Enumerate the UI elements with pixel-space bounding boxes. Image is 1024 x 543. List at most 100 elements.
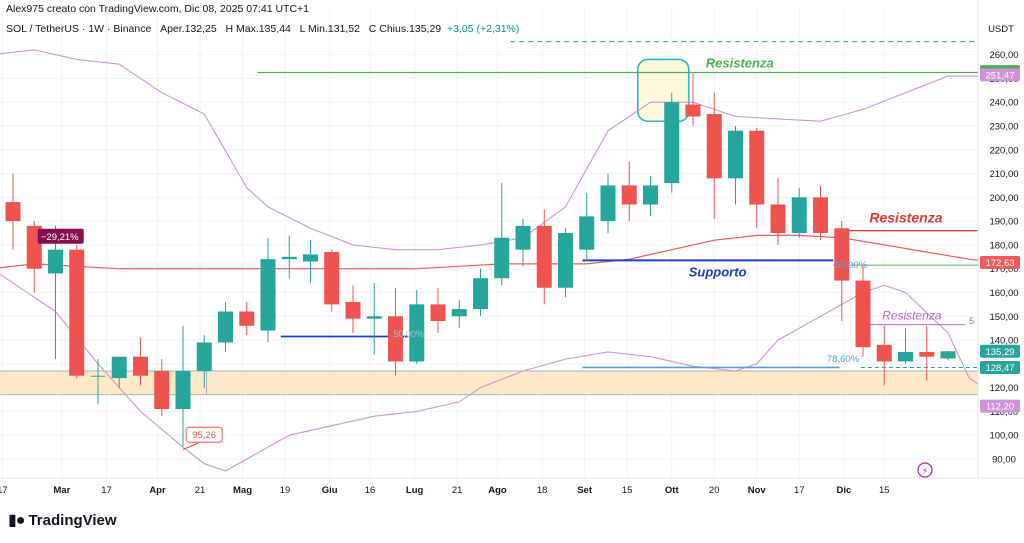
fib-50-label: 50,00% [835,260,868,271]
high-value: Max.135,44 [236,23,291,35]
candle-body[interactable] [133,356,148,376]
candle-body[interactable] [834,228,850,281]
candle-body[interactable] [345,302,361,319]
low-label: L [299,23,306,35]
candle-body[interactable] [600,185,616,222]
tradingview-logo[interactable]: ▮● TradingView [8,510,117,530]
low-badge[interactable] [185,426,223,443]
price-axis-badge[interactable] [980,255,1020,269]
candle-body[interactable] [706,114,722,179]
time-tick-label: 15 [879,485,890,496]
candle-body[interactable] [558,233,573,288]
price-tick-label: 90,00 [992,454,1016,465]
candle-body[interactable] [260,259,276,331]
candle-body[interactable] [48,249,63,274]
candle-body[interactable] [239,311,255,326]
candle-body[interactable] [728,130,743,179]
fib-786-label: 78,60% [827,354,860,365]
time-tick-label: Ott [665,485,680,496]
price-axis-badge[interactable] [980,68,1020,82]
candle-body[interactable] [69,249,85,376]
flash-icon-glyph: ⚡ [922,466,928,476]
price-axis-badge-label: 172,63 [985,258,1014,269]
candle-body[interactable] [855,280,871,348]
demand-zone[interactable] [0,370,1006,396]
high-label: H [225,23,234,35]
candle-body[interactable] [940,351,956,359]
time-tick-label: Mar [53,485,70,496]
price-tick-label: 100,00 [989,431,1018,442]
resistance-mid-label: Resistenza [869,210,942,226]
candle-body[interactable] [409,304,425,362]
tradingview-logo-icon: ▮● [8,512,25,529]
time-tick-label: 17 [794,485,805,496]
price-tick-label: 180,00 [989,240,1018,251]
price-tick-label: 170,00 [989,264,1018,275]
resistance-small-label: Resistenza [882,309,942,323]
candle-body[interactable] [770,204,786,234]
candle-body[interactable] [366,316,382,319]
price-tick-label: 210,00 [989,169,1018,180]
candle-body[interactable] [898,351,913,362]
candle-body[interactable] [473,278,488,310]
candle-body[interactable] [791,197,807,234]
flash-icon[interactable] [917,462,933,478]
symbol-label[interactable]: SOL / TetherUS · 1W · Binance [6,23,152,35]
time-tick-label: 18 [537,485,548,496]
candle-body[interactable] [494,237,510,279]
price-axis-badge-label: 135,29 [985,347,1014,358]
price-tick-label: 230,00 [989,122,1018,133]
price-tick-label: 120,00 [989,383,1018,394]
candle-body[interactable] [154,370,170,410]
candle-body[interactable] [281,256,297,260]
candle-body[interactable] [388,316,403,362]
drawdown-badge-label: −29,21% [41,232,79,243]
candle-body[interactable] [536,225,552,288]
small-5-label: 5 [969,316,974,326]
open-value: Aper.132,25 [160,23,217,35]
candle-body[interactable] [749,130,765,205]
price-axis-badge[interactable] [980,360,1020,374]
bollinger-lower-line [0,273,1013,472]
time-tick-label: 17 [0,485,8,496]
candle-body[interactable] [111,356,127,379]
candle-body[interactable] [515,225,531,250]
candle-body[interactable] [90,375,106,377]
candle-body[interactable] [919,351,935,357]
price-tick-label: 240,00 [989,98,1018,109]
candle-body[interactable] [303,254,318,262]
close-value: Chius.135,29 [379,23,442,35]
price-tick-label: 160,00 [989,288,1018,299]
time-tick-label: 21 [452,485,463,496]
price-tick-label: 200,00 [989,193,1018,204]
candle-body[interactable] [579,216,595,250]
price-tick-label: 190,00 [989,217,1018,228]
time-tick-label: 21 [195,485,206,496]
ohlc-legend: SOL / TetherUS · 1W · Binance Aper.132,2… [6,23,519,35]
candle-body[interactable] [876,344,892,362]
candle-body[interactable] [664,102,680,184]
candle-body[interactable] [643,185,658,205]
low-badge-label: 95,26 [192,430,216,441]
candle-body[interactable] [218,311,233,343]
time-tick-label: 16 [365,485,376,496]
candle-body[interactable] [5,202,21,222]
candle-body[interactable] [621,185,637,205]
candle-body[interactable] [324,252,340,305]
candle-body[interactable] [175,370,191,410]
fib-50-faint-label: 50,00% [393,329,424,339]
price-axis-badge-label: 128,47 [985,363,1014,374]
candle-body[interactable] [685,104,701,117]
drawdown-badge[interactable] [37,228,84,244]
price-axis-badge[interactable] [980,344,1020,358]
time-tick-label: Apr [149,485,166,496]
candle-body[interactable] [813,197,828,234]
peak-highlight-box[interactable] [636,58,690,123]
price-axis-badge[interactable] [980,399,1020,413]
close-label: C [368,23,377,35]
candle-body[interactable] [451,309,467,317]
candle-body[interactable] [196,342,212,371]
candle-body[interactable] [430,304,446,322]
